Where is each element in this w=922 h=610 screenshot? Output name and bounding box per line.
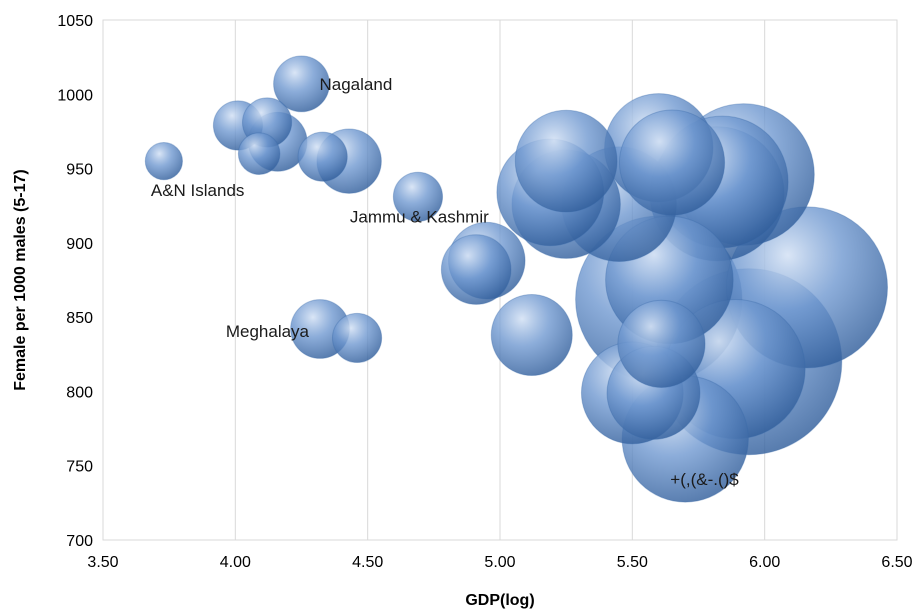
y-tick-label: 1050 — [57, 13, 93, 30]
bubble-annotations: Nagaland A&N Islands Jammu & Kashmir Meghal… — [151, 75, 739, 489]
x-tick-label: 4.00 — [220, 554, 251, 571]
x-tick-label: 3.50 — [87, 554, 118, 571]
annotation-label: +(,(&-.()$ — [670, 470, 739, 489]
x-tick-labels: 3.50 4.00 4.50 5.00 5.50 6.00 6.50 — [87, 554, 912, 571]
y-tick-label: 900 — [66, 236, 93, 253]
y-axis-title: Female per 1000 males (5-17) — [12, 169, 29, 390]
bubble — [618, 109, 726, 216]
y-tick-label: 750 — [66, 459, 93, 476]
x-tick-label: 4.50 — [352, 554, 383, 571]
y-tick-label: 1000 — [57, 87, 93, 104]
annotation-label: Meghalaya — [226, 322, 310, 341]
annotation-label: A&N Islands — [151, 181, 245, 200]
annotation-label: Nagaland — [320, 75, 393, 94]
x-tick-label: 6.50 — [881, 554, 912, 571]
y-tick-label: 850 — [66, 310, 93, 327]
bubble — [237, 132, 281, 176]
x-axis-title: GDP(log) — [465, 592, 534, 609]
bubble — [331, 312, 383, 364]
annotation-label: Jammu & Kashmir — [350, 208, 489, 227]
bubble — [297, 131, 348, 182]
bubble — [440, 234, 512, 305]
x-tick-label: 5.00 — [484, 554, 515, 571]
bubble — [392, 171, 444, 222]
y-tick-label: 700 — [66, 533, 93, 550]
bubble-series — [144, 55, 889, 503]
bubble — [617, 299, 706, 388]
y-tick-label: 950 — [66, 162, 93, 179]
x-tick-label: 5.50 — [617, 554, 648, 571]
bubble — [514, 109, 618, 213]
x-tick-label: 6.00 — [749, 554, 780, 571]
bubble — [490, 293, 573, 376]
y-tick-labels: 700 750 800 850 900 950 1000 1050 — [57, 13, 93, 550]
bubble — [144, 142, 183, 181]
bubble — [273, 55, 330, 113]
y-tick-label: 800 — [66, 384, 93, 401]
